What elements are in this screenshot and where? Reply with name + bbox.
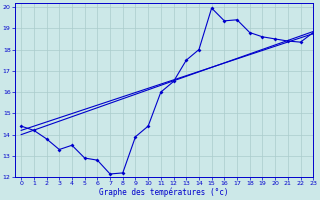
X-axis label: Graphe des températures (°c): Graphe des températures (°c) xyxy=(99,188,229,197)
